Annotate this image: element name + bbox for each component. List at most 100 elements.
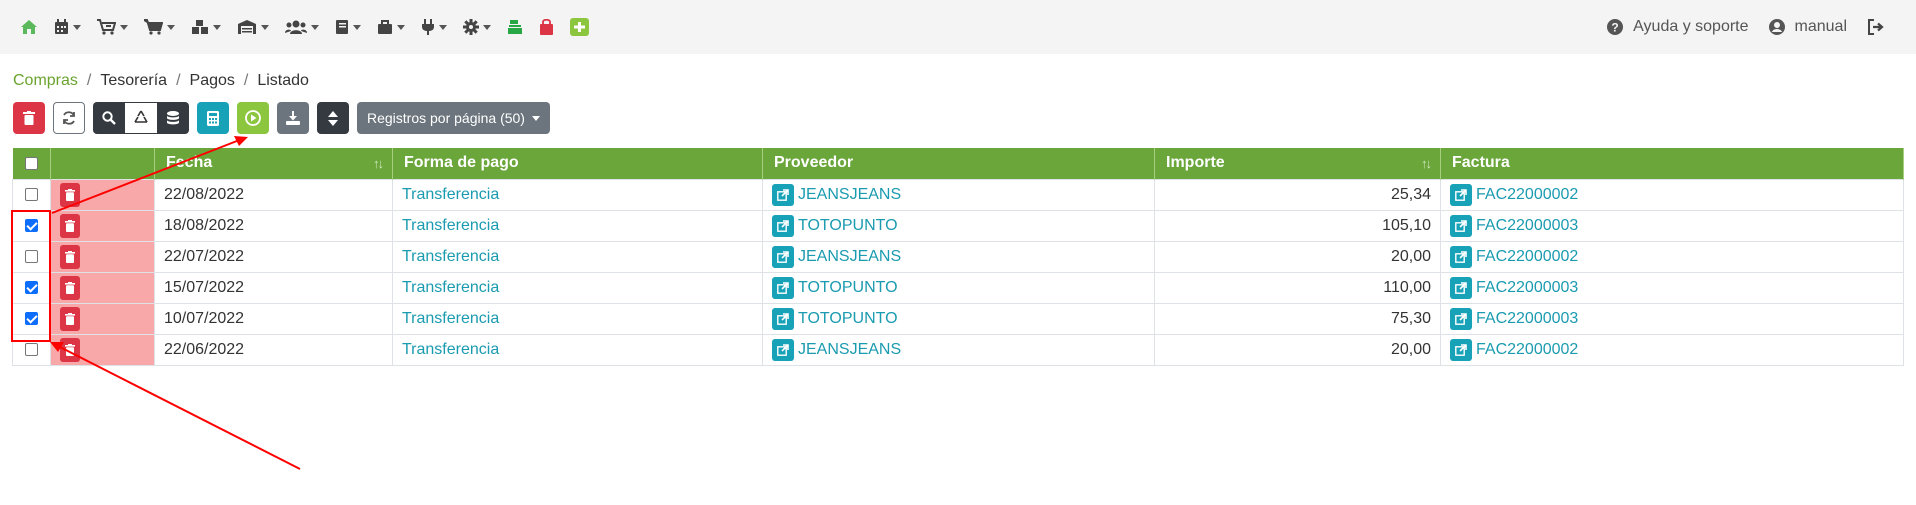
supplier-link[interactable]: TOTOPUNTO	[798, 278, 898, 296]
column-header-proveedor[interactable]: Proveedor	[762, 148, 1155, 179]
invoice-link[interactable]: FAC22000003	[1476, 216, 1579, 234]
payment-method-link[interactable]: Transferencia	[402, 247, 500, 265]
row-delete-button[interactable]	[60, 182, 80, 207]
plugins-menu[interactable]	[413, 0, 455, 54]
external-link-icon	[777, 219, 789, 232]
calculator-icon	[207, 110, 219, 126]
row-delete-button[interactable]	[60, 244, 80, 269]
cell-forma-pago: Transferencia	[392, 302, 763, 335]
calculator-button[interactable]	[197, 102, 229, 134]
row-checkbox[interactable]	[25, 249, 38, 263]
row-delete-button[interactable]	[60, 337, 80, 362]
new-button[interactable]	[562, 0, 597, 54]
external-link-icon	[1455, 188, 1467, 201]
briefcase-icon	[378, 20, 392, 34]
cell-importe: 25,34	[1154, 178, 1441, 211]
sort-button[interactable]	[317, 102, 349, 134]
payment-method-link[interactable]: Transferencia	[402, 309, 500, 327]
breadcrumb-listado: Listado	[257, 72, 309, 89]
supplier-link[interactable]: TOTOPUNTO	[798, 309, 898, 327]
select-all-checkbox[interactable]	[24, 156, 38, 170]
delete-button[interactable]	[13, 102, 45, 134]
open-supplier-button[interactable]	[772, 338, 794, 361]
recycle-filter-button[interactable]	[125, 102, 157, 134]
cell-proveedor: TOTOPUNTO	[762, 271, 1155, 304]
accounting-menu[interactable]	[327, 0, 369, 54]
open-supplier-button[interactable]	[772, 183, 794, 206]
invoice-link[interactable]: FAC22000002	[1476, 340, 1579, 358]
table-row[interactable]: 22/07/2022 Transferencia JEANSJEANS 20,00 FA…	[12, 240, 1904, 273]
contacts-menu[interactable]	[277, 0, 327, 54]
page-size-dropdown[interactable]: Registros por página (50)	[357, 102, 550, 134]
table-row[interactable]: 10/07/2022 Transferencia TOTOPUNTO 75,30 FAC…	[12, 302, 1904, 335]
invoice-link[interactable]: FAC22000002	[1476, 185, 1579, 203]
sales-menu[interactable]	[89, 0, 136, 54]
open-invoice-button[interactable]	[1450, 214, 1472, 237]
calendar-menu[interactable]	[46, 0, 89, 54]
payment-method-link[interactable]: Transferencia	[402, 216, 500, 234]
column-header-fecha[interactable]: Fecha ↑↓	[154, 148, 393, 179]
download-button[interactable]	[277, 102, 309, 134]
admin-menu[interactable]	[455, 0, 499, 54]
supplier-link[interactable]: JEANSJEANS	[798, 340, 902, 358]
execute-button[interactable]	[237, 102, 269, 134]
reports-menu[interactable]	[369, 0, 413, 54]
row-delete-button[interactable]	[60, 213, 80, 238]
row-checkbox[interactable]	[25, 187, 38, 201]
tpv-button[interactable]	[499, 0, 531, 54]
search-icon	[102, 111, 116, 125]
invoice-link[interactable]: FAC22000003	[1476, 278, 1579, 296]
row-checkbox[interactable]	[25, 342, 38, 356]
payment-method-link[interactable]: Transferencia	[402, 185, 500, 203]
table-row[interactable]: 18/08/2022 Transferencia TOTOPUNTO 105,10 FA…	[12, 209, 1904, 242]
row-select-cell	[12, 209, 51, 242]
row-checkbox[interactable]	[25, 280, 38, 294]
supplier-link[interactable]: JEANSJEANS	[798, 185, 902, 203]
open-supplier-button[interactable]	[772, 276, 794, 299]
cell-importe: 75,30	[1154, 302, 1441, 335]
external-link-icon	[777, 188, 789, 201]
table-header-row: Fecha ↑↓ Forma de pago Proveedor Importe ↑…	[12, 148, 1904, 179]
row-delete-button[interactable]	[60, 275, 80, 300]
breadcrumb-compras[interactable]: Compras	[13, 72, 78, 89]
row-delete-button[interactable]	[60, 306, 80, 331]
table-row[interactable]: 22/06/2022 Transferencia JEANSJEANS 20,00 FA…	[12, 333, 1904, 366]
trash-icon	[65, 343, 75, 356]
open-invoice-button[interactable]	[1450, 307, 1472, 330]
saved-filters-button[interactable]	[157, 102, 189, 134]
logout-button[interactable]	[1857, 0, 1904, 54]
invoice-link[interactable]: FAC22000002	[1476, 247, 1579, 265]
shop-button[interactable]	[531, 0, 562, 54]
select-all-header	[12, 148, 51, 179]
column-header-forma[interactable]: Forma de pago	[392, 148, 763, 179]
invoice-link[interactable]: FAC22000003	[1476, 309, 1579, 327]
table-row[interactable]: 15/07/2022 Transferencia TOTOPUNTO 110,00 FA…	[12, 271, 1904, 304]
open-invoice-button[interactable]	[1450, 183, 1472, 206]
user-menu[interactable]: manual	[1759, 0, 1857, 54]
help-link[interactable]: ? Ayuda y soporte	[1597, 0, 1758, 54]
open-invoice-button[interactable]	[1450, 245, 1472, 268]
row-checkbox[interactable]	[25, 311, 38, 325]
refresh-button[interactable]	[53, 102, 85, 134]
payment-method-link[interactable]: Transferencia	[402, 278, 500, 296]
external-link-icon	[1455, 219, 1467, 232]
cell-importe: 105,10	[1154, 209, 1441, 242]
home-icon[interactable]	[12, 0, 46, 54]
search-button[interactable]	[93, 102, 125, 134]
purchases-menu[interactable]	[136, 0, 183, 54]
warehouse-boxes-menu[interactable]	[183, 0, 229, 54]
column-header-factura[interactable]: Factura	[1440, 148, 1904, 179]
table-row[interactable]: 22/08/2022 Transferencia JEANSJEANS 25,34 FA…	[12, 178, 1904, 211]
open-invoice-button[interactable]	[1450, 276, 1472, 299]
cell-fecha: 10/07/2022	[154, 302, 393, 335]
warehouse-menu[interactable]	[229, 0, 277, 54]
supplier-link[interactable]: JEANSJEANS	[798, 247, 902, 265]
open-supplier-button[interactable]	[772, 214, 794, 237]
open-supplier-button[interactable]	[772, 245, 794, 268]
row-checkbox[interactable]	[25, 218, 38, 232]
open-invoice-button[interactable]	[1450, 338, 1472, 361]
column-header-importe[interactable]: Importe ↑↓	[1154, 148, 1441, 179]
supplier-link[interactable]: TOTOPUNTO	[798, 216, 898, 234]
payment-method-link[interactable]: Transferencia	[402, 340, 500, 358]
open-supplier-button[interactable]	[772, 307, 794, 330]
